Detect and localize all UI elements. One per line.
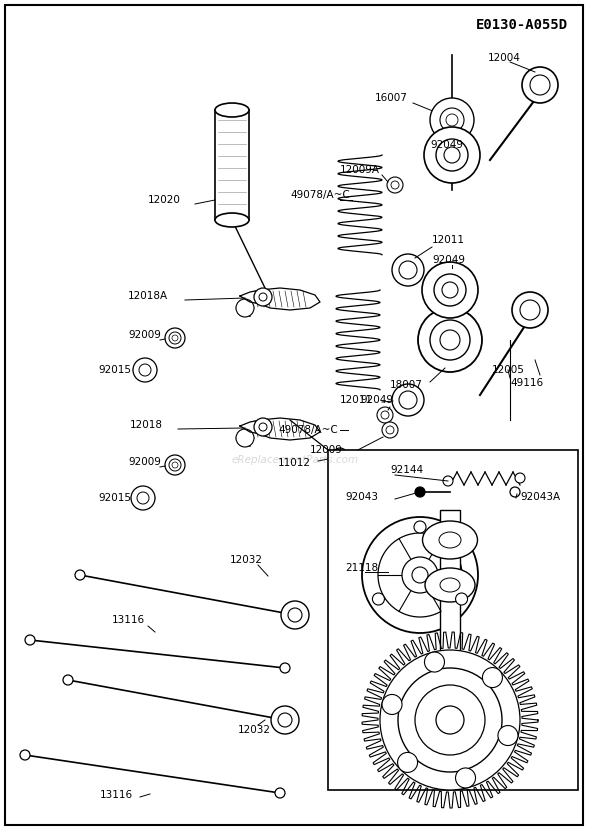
Bar [215,110,249,220]
Text: 92009: 92009 [128,330,161,340]
Circle shape [498,726,518,745]
Circle shape [422,262,478,318]
Circle shape [424,127,480,183]
Polygon shape [240,288,320,310]
Circle shape [392,384,424,416]
Text: 92009: 92009 [128,457,161,467]
Text: 12018: 12018 [130,420,163,430]
Circle shape [362,517,478,633]
Circle shape [382,422,398,438]
Circle shape [254,418,272,436]
Text: 12018A: 12018A [128,291,168,301]
Circle shape [430,98,474,142]
Circle shape [380,650,520,790]
Text: 12020: 12020 [148,195,181,205]
Bar [328,450,578,790]
Circle shape [25,635,35,645]
Circle shape [510,487,520,497]
Polygon shape [240,418,320,440]
Text: 16007: 16007 [375,93,408,103]
Circle shape [131,486,155,510]
Text: 13116: 13116 [112,615,145,625]
Text: 12009: 12009 [310,445,343,455]
Text: 49116: 49116 [510,378,543,388]
Ellipse shape [440,578,460,592]
Text: 12032: 12032 [238,725,271,735]
Text: 92049: 92049 [430,140,463,150]
Circle shape [512,292,548,328]
Circle shape [515,473,525,483]
Circle shape [236,299,254,317]
Circle shape [415,685,485,755]
Circle shape [455,593,467,605]
Text: 18007: 18007 [390,380,423,390]
Circle shape [398,668,502,772]
Circle shape [275,788,285,798]
Ellipse shape [425,568,475,602]
Text: 11012: 11012 [278,458,311,468]
Circle shape [333,448,347,462]
Text: 49078/A~C: 49078/A~C [290,190,350,200]
Circle shape [254,288,272,306]
Circle shape [281,601,309,629]
Text: 92015: 92015 [98,493,131,503]
Text: 49078/A~C: 49078/A~C [278,425,337,435]
Circle shape [271,706,299,734]
Text: 21118: 21118 [345,563,378,573]
Circle shape [372,593,385,605]
Text: 92043A: 92043A [520,492,560,502]
Ellipse shape [422,521,477,559]
Bar [440,510,460,705]
Circle shape [20,750,30,760]
Text: 12005: 12005 [492,365,525,375]
Circle shape [483,667,503,687]
Text: E0130-A055D: E0130-A055D [476,18,568,32]
Text: 13116: 13116 [100,790,133,800]
Text: 92049: 92049 [360,395,393,405]
Text: 12011: 12011 [340,395,373,405]
Text: 12011: 12011 [432,235,465,245]
Circle shape [377,407,393,423]
Circle shape [415,487,425,497]
Circle shape [414,521,426,533]
Text: 12009A: 12009A [340,165,380,175]
Text: 92043: 92043 [345,492,378,502]
Text: 92144: 92144 [390,465,423,475]
Circle shape [387,177,403,193]
Circle shape [133,358,157,382]
Ellipse shape [215,103,249,117]
Text: eReplacementParts.com: eReplacementParts.com [231,455,359,465]
Text: 92049: 92049 [432,255,465,265]
Circle shape [443,476,453,486]
Polygon shape [362,632,538,808]
Ellipse shape [215,213,249,227]
Circle shape [165,328,185,348]
Circle shape [398,752,418,772]
Circle shape [236,429,254,447]
Circle shape [436,706,464,734]
Ellipse shape [439,532,461,548]
Circle shape [522,67,558,103]
Text: 92015: 92015 [98,365,131,375]
Circle shape [165,455,185,475]
Circle shape [392,254,424,286]
Text: 12004: 12004 [488,53,521,63]
Circle shape [424,652,444,672]
Circle shape [455,768,476,788]
Circle shape [63,675,73,685]
Circle shape [75,570,85,580]
Circle shape [418,308,482,372]
Circle shape [280,663,290,673]
Circle shape [382,695,402,715]
Text: 12032: 12032 [230,555,263,565]
